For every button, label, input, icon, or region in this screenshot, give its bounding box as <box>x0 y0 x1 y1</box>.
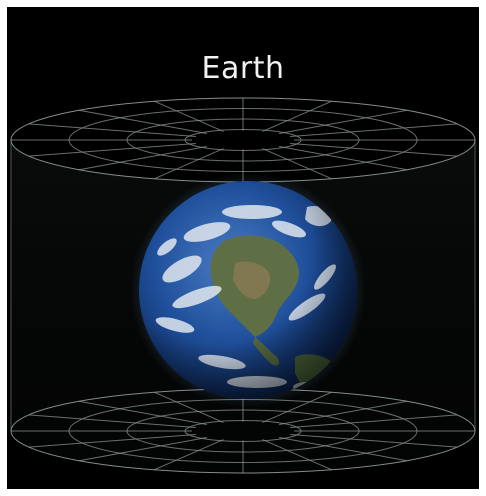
top-disc-spoke <box>154 148 224 180</box>
bottom-disc-spoke <box>262 439 332 471</box>
cylinder-grid-scene <box>10 97 476 474</box>
bottom-disc-spoke <box>154 391 224 423</box>
bottom-disc-spoke <box>154 439 224 471</box>
bottom-disc-spoke <box>78 437 207 462</box>
top-disc-grid <box>10 97 476 183</box>
top-disc-spoke <box>78 109 207 134</box>
top-disc-spoke <box>28 143 196 157</box>
bottom-disc-spoke <box>78 400 207 425</box>
bottom-disc-spoke <box>262 391 332 423</box>
top-disc-spoke <box>78 146 207 171</box>
diagram-title: Earth <box>201 51 285 86</box>
top-disc-spoke <box>279 109 408 134</box>
bottom-disc-spoke <box>279 437 408 462</box>
bottom-disc-spoke <box>28 414 196 428</box>
top-disc-spoke <box>262 100 332 132</box>
bottom-disc-spoke <box>279 400 408 425</box>
bottom-disc-spoke <box>290 434 458 448</box>
top-disc-spoke <box>279 146 408 171</box>
diagram-frame: Earth <box>7 7 479 489</box>
top-disc-spoke <box>154 100 224 132</box>
top-disc-spoke <box>262 148 332 180</box>
top-disc-spoke <box>28 123 196 137</box>
bottom-disc-spoke <box>290 414 458 428</box>
earth-globe-icon <box>130 172 366 408</box>
top-disc-spoke <box>290 123 458 137</box>
bottom-disc-spoke <box>28 434 196 448</box>
top-disc-spoke <box>290 143 458 157</box>
